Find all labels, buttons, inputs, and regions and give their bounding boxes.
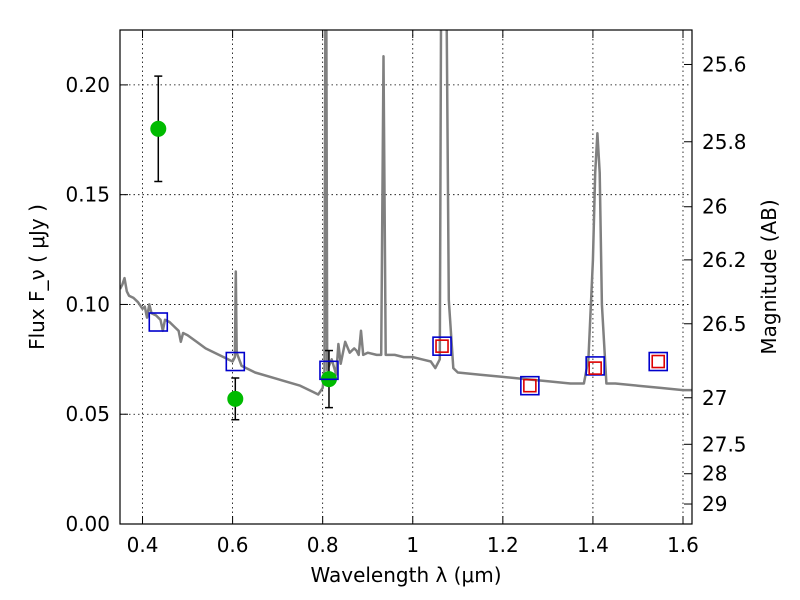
- y-tick-label: 0.00: [65, 512, 110, 536]
- magnitude-tick-label: 27: [702, 386, 727, 410]
- magnitude-tick-label: 28: [702, 462, 727, 486]
- model-flux-square: [588, 361, 602, 375]
- template-spectrum-line: [120, 30, 692, 396]
- x-tick-label: 1.6: [667, 533, 699, 557]
- y-axis-right: 25.6 25.8 26 26.2 26.5 27 27.5 28 29: [684, 52, 747, 516]
- model-flux-square: [648, 351, 669, 372]
- model-flux-square: [523, 378, 537, 393]
- magnitude-tick-label: 25.6: [702, 52, 747, 76]
- model-flux-square: [319, 360, 339, 381]
- plot-area: [120, 30, 692, 421]
- plot-frame: [119, 29, 693, 525]
- y-tick-label: 0.20: [65, 73, 110, 97]
- x-tick-label: 1.2: [487, 533, 519, 557]
- magnitude-tick-label: 25.8: [702, 130, 747, 154]
- magnitude-tick-label: 29: [702, 492, 727, 516]
- y-tick-label: 0.10: [65, 292, 110, 316]
- x-tick-label: 0.8: [307, 533, 339, 557]
- model-flux-square: [432, 336, 452, 356]
- x-tick-label: 0.6: [217, 533, 249, 557]
- model-flux-square: [520, 375, 540, 396]
- observed-flux-point: [227, 390, 244, 407]
- y-tick-label: 0.05: [65, 402, 110, 426]
- model-flux-square: [585, 356, 605, 376]
- y-axis-right-label: Magnitude (AB): [757, 199, 781, 354]
- x-tick-label: 1.4: [577, 533, 609, 557]
- x-axis-label: Wavelength λ (μm): [310, 563, 501, 587]
- magnitude-tick-label: 26: [702, 195, 727, 219]
- model-flux-square: [435, 339, 449, 353]
- observed-flux-point: [150, 120, 167, 137]
- magnitude-tick-label: 27.5: [702, 432, 747, 456]
- x-axis: 0.4 0.6 0.8 1 1.2 1.4 1.6: [127, 30, 699, 557]
- x-tick-label: 0.4: [127, 533, 159, 557]
- y-tick-label: 0.15: [65, 183, 110, 207]
- model-flux-square: [651, 354, 666, 369]
- magnitude-tick-label: 26.2: [702, 248, 747, 272]
- y-axis-left: 0.00 0.05 0.10 0.15 0.20: [65, 73, 128, 536]
- model-flux-square: [225, 351, 246, 372]
- y-axis-label: Flux F_ν ( μJy ): [25, 204, 49, 350]
- magnitude-tick-label: 26.5: [702, 312, 747, 336]
- model-flux-square: [148, 312, 169, 332]
- x-tick-label: 1: [406, 533, 419, 557]
- grid-lines: [120, 30, 692, 525]
